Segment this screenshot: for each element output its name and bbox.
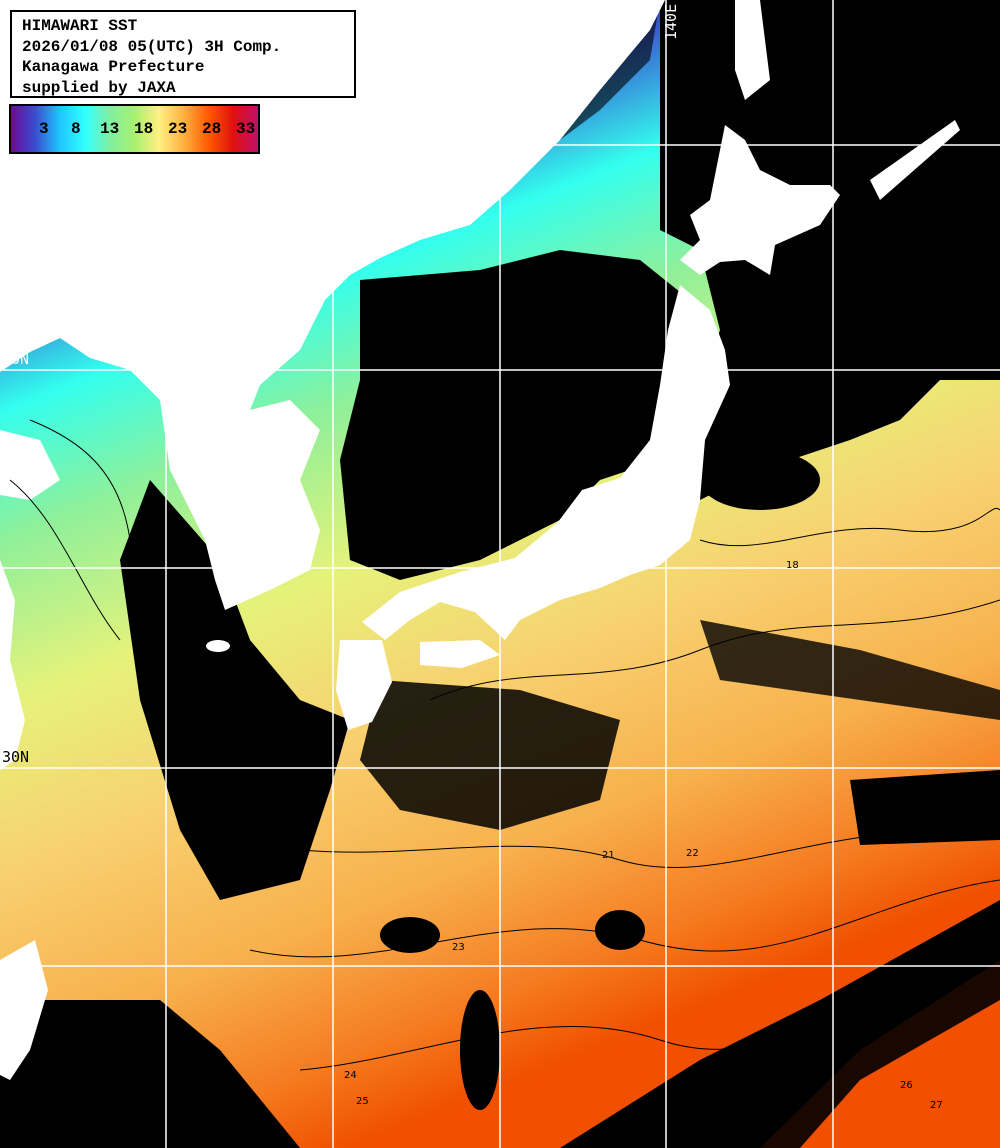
land-honshu (362, 285, 730, 640)
contour-label: 22 (686, 848, 699, 859)
grid-label-140e: 140E (662, 3, 680, 40)
land-hokkaido (680, 125, 840, 275)
contour-label: 18 (786, 560, 799, 571)
contour-label: 23 (452, 942, 465, 953)
land-jeju (206, 640, 230, 652)
land-kuril (870, 120, 960, 200)
land-taiwan (0, 940, 48, 1080)
land-kyushu (336, 640, 392, 730)
land-shandong (0, 430, 60, 500)
colorbar-tick: 13 (100, 120, 120, 138)
contour-label: 26 (900, 1080, 913, 1091)
contour-label: 24 (344, 1070, 357, 1081)
title-datetime: 2026/01/08 05(UTC) 3H Comp. (22, 37, 282, 56)
colorbar-tick: 33 (236, 120, 256, 138)
contour-label: 27 (930, 1100, 943, 1111)
land-shikoku (420, 640, 500, 668)
contour-label: 25 (356, 1096, 369, 1107)
land-china-coast (0, 560, 25, 770)
grid-label-40n: 40N (2, 350, 30, 368)
title-box: HIMAWARI SST 2026/01/08 05(UTC) 3H Comp.… (10, 10, 356, 98)
land-sakhalin (735, 0, 770, 100)
title-product: HIMAWARI SST (22, 17, 138, 35)
grid-label-30n: 30N (2, 748, 30, 766)
colorbar-tick: 3 (39, 120, 49, 138)
title-organization: Kanagawa Prefecture (22, 58, 205, 76)
contour-label: 21 (602, 850, 615, 861)
colorbar-tick: 18 (134, 120, 154, 138)
colorbar-tick: 8 (71, 120, 81, 138)
colorbar-tick: 28 (202, 120, 222, 138)
colorbar: 3 8 13 18 23 28 33 (9, 104, 260, 154)
title-source: supplied by JAXA (22, 78, 176, 97)
contours (9, 419, 1000, 1071)
colorbar-tick: 23 (168, 120, 188, 138)
